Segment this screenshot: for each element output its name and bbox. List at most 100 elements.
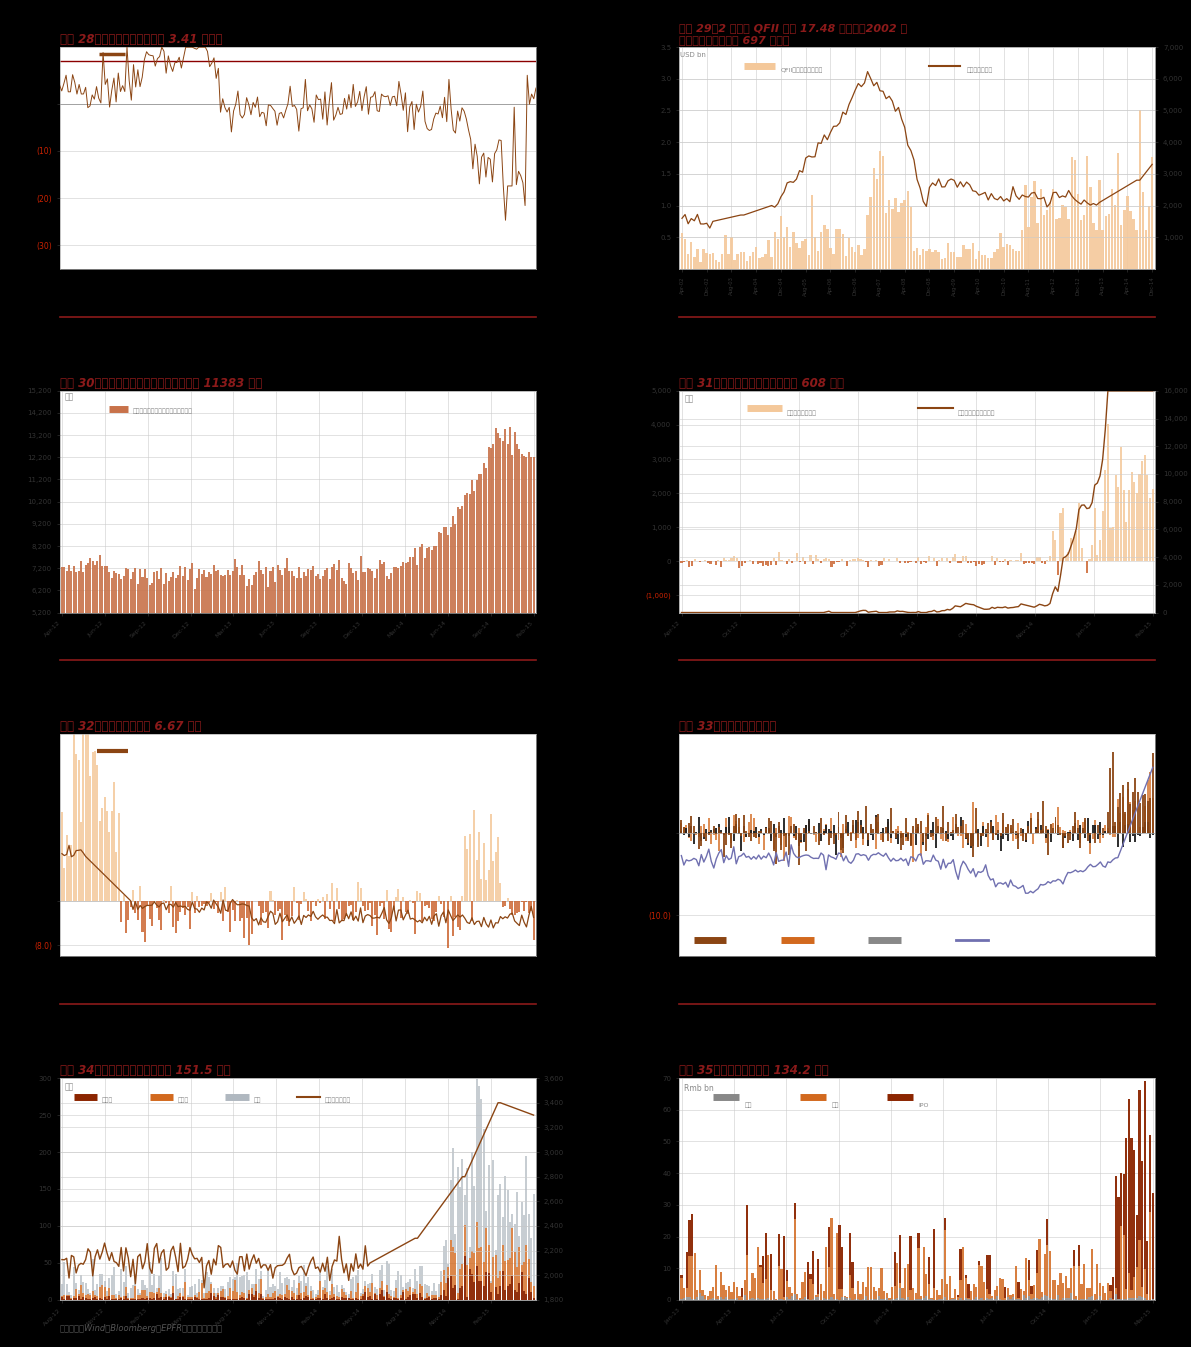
Bar [807,255,810,269]
Bar [499,1286,501,1300]
Bar [405,563,406,727]
Bar [379,1288,381,1294]
Bar [208,901,210,902]
Bar [303,1299,305,1300]
Bar [75,1289,77,1299]
Bar [414,1289,416,1293]
Bar [1152,489,1154,562]
Bar [854,559,856,562]
Bar [267,1269,269,1294]
Bar [928,556,930,562]
Bar [986,1289,989,1297]
Bar [120,1299,123,1300]
Bar [303,1292,305,1299]
Bar [135,1286,137,1300]
Bar [89,1296,92,1300]
Bar [728,827,730,832]
Bar [925,1296,928,1300]
Bar [862,832,865,846]
Bar [775,832,778,865]
Bar [835,832,837,855]
Bar [224,1299,226,1300]
Bar [743,815,744,832]
Bar [506,1261,509,1285]
Bar [194,901,195,913]
Bar [682,1299,685,1300]
Bar [298,1276,300,1284]
Bar [520,1272,523,1300]
Bar [226,570,229,727]
Bar [422,1286,423,1297]
Bar [1015,560,1017,562]
Bar [513,1224,516,1251]
Bar [331,1269,333,1285]
Text: Rmb bn: Rmb bn [684,1084,713,1092]
Bar [855,832,858,841]
Bar [943,1218,946,1230]
Bar [1083,216,1085,269]
Bar [1043,562,1046,564]
Bar [516,445,518,727]
Bar [732,815,735,832]
Bar [391,1290,392,1296]
Bar [915,1293,917,1300]
Bar [443,901,444,917]
Bar [815,831,817,832]
Bar [1062,1299,1065,1300]
Bar [163,1297,164,1299]
Bar [260,901,262,925]
Bar [1033,562,1035,563]
Bar [388,1265,389,1293]
Bar [1149,832,1152,838]
Bar [1049,832,1052,835]
Bar [286,1277,288,1285]
Bar [357,1282,360,1299]
Bar [1041,562,1043,563]
Bar [130,579,132,727]
Bar [717,560,719,562]
Bar [528,453,530,727]
Bar [807,820,810,832]
Bar [1125,1138,1128,1289]
Bar [291,901,293,916]
Bar [942,832,944,841]
Bar [942,827,944,832]
Bar [755,827,757,832]
Bar [108,1278,111,1288]
Bar [73,566,75,727]
Bar [873,830,874,832]
Bar [348,563,350,727]
Bar [823,1299,824,1300]
Bar [199,1292,200,1299]
Bar [730,832,732,843]
Bar [706,562,709,563]
Bar [873,1288,874,1300]
Bar [252,1296,255,1297]
Bar [468,1269,470,1300]
Bar [815,832,817,842]
Bar [241,1297,243,1300]
Bar [910,1290,911,1300]
Bar [1005,244,1008,269]
Bar [760,828,762,832]
Bar [345,1299,348,1300]
Bar [1149,799,1152,832]
Bar [473,810,475,901]
Bar [749,1290,752,1299]
Bar [516,1192,518,1266]
Bar [187,1297,188,1299]
Bar [77,1290,80,1293]
Bar [459,901,461,929]
Bar [532,457,535,727]
Bar [236,1292,238,1299]
Bar [473,1282,475,1300]
Bar [1019,554,1022,562]
Bar [139,886,142,901]
Bar [943,1297,946,1300]
Bar [99,1297,101,1300]
Bar [1151,158,1153,269]
Bar [317,574,319,727]
Bar [1022,832,1024,841]
Bar [1147,822,1149,832]
Bar [1054,818,1056,832]
